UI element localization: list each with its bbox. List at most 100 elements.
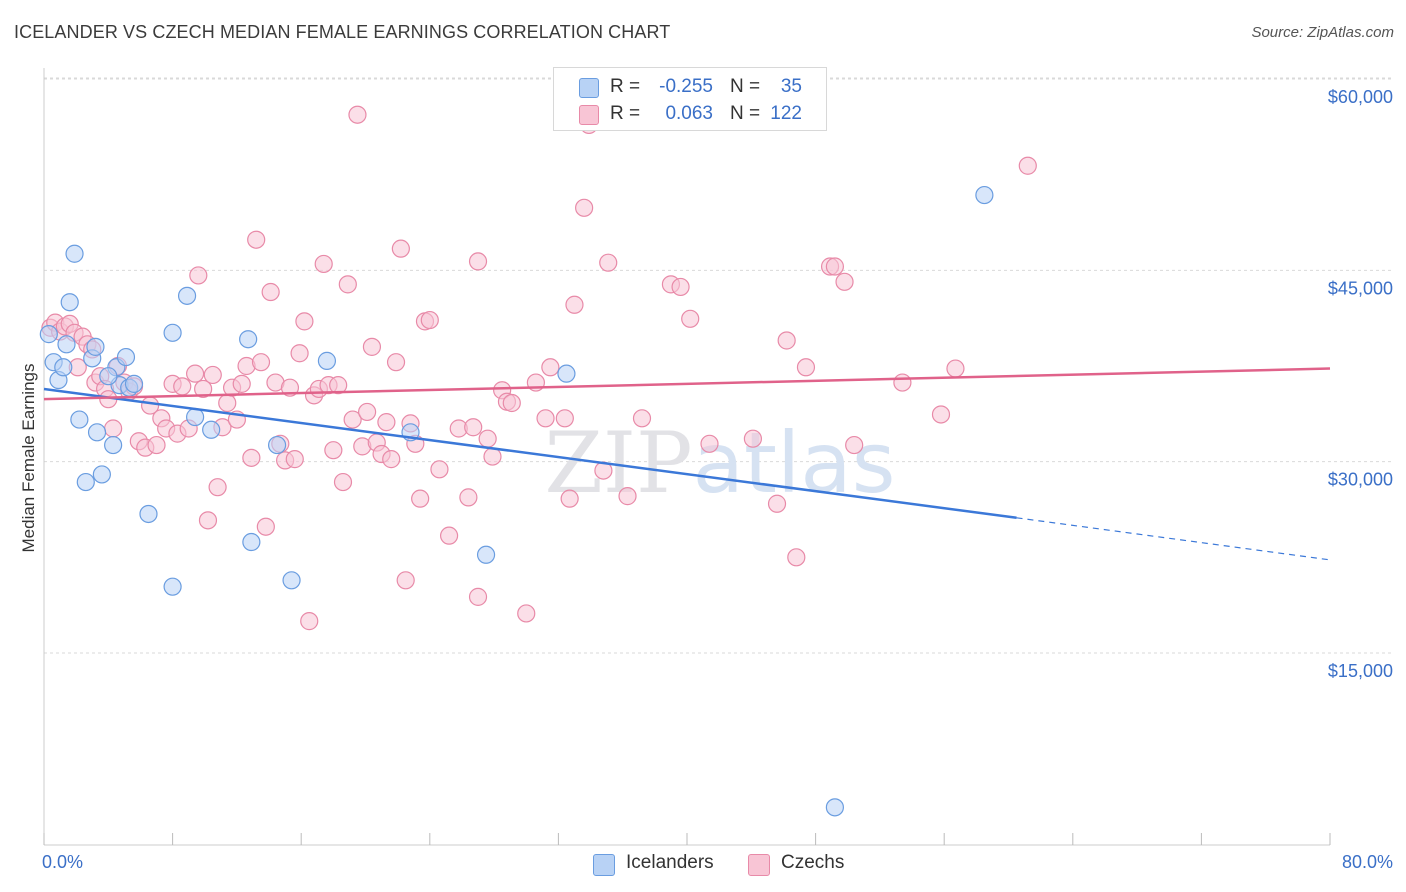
czech-point xyxy=(333,472,353,492)
icelander-point xyxy=(163,577,182,596)
chart-title: ICELANDER VS CZECH MEDIAN FEMALE EARNING… xyxy=(14,22,671,42)
czech-point xyxy=(411,489,430,508)
icelander-point xyxy=(54,358,73,377)
czech-point xyxy=(290,344,309,363)
czech-point xyxy=(835,272,854,291)
n-label: N = xyxy=(730,103,761,124)
icelanders-trend-extension xyxy=(1016,517,1331,561)
czech-point xyxy=(189,266,208,285)
czech-point xyxy=(377,413,396,432)
icelander-point xyxy=(76,472,95,492)
legend-row-czechs: R = 0.063 N = 122 xyxy=(554,103,826,129)
czech-point xyxy=(439,526,459,545)
czech-point xyxy=(194,379,213,399)
icelander-point xyxy=(124,374,144,393)
czech-point xyxy=(845,435,864,455)
czech-point xyxy=(483,447,502,466)
icelander-point xyxy=(242,532,261,552)
czech-point xyxy=(285,450,304,469)
czech-point xyxy=(700,434,719,453)
n-label: N = xyxy=(730,76,761,97)
icelander-point xyxy=(60,293,79,312)
correlation-legend: R = -0.255 N = 35 R = 0.063 N = 122 xyxy=(553,67,827,131)
czech-point xyxy=(464,418,483,437)
icelander-point xyxy=(139,504,158,524)
czech-point xyxy=(893,373,912,392)
legend-row-icelanders: R = -0.255 N = 35 xyxy=(554,76,826,102)
source-label: Source: ZipAtlas.com xyxy=(1251,24,1394,41)
czech-point xyxy=(787,548,806,567)
czech-point xyxy=(104,419,123,438)
icelander-point xyxy=(557,364,576,383)
czechs-legend-label: Czechs xyxy=(781,852,845,873)
czech-point xyxy=(348,105,367,124)
icelander-point xyxy=(186,407,205,427)
icelander-point xyxy=(87,423,107,442)
icelander-point xyxy=(92,465,111,484)
czech-point xyxy=(420,310,439,330)
czech-point xyxy=(555,409,574,428)
icelanders-legend-swatch xyxy=(593,854,615,876)
czech-point xyxy=(560,489,579,508)
icelander-point xyxy=(282,571,301,590)
czech-point xyxy=(173,377,192,396)
czech-point xyxy=(198,511,218,530)
icelanders-n-value: 35 xyxy=(780,76,802,97)
czech-point xyxy=(946,359,965,378)
czechs-n-value: 122 xyxy=(770,103,802,124)
czech-point xyxy=(671,277,690,297)
czech-point xyxy=(618,487,637,506)
czech-point xyxy=(767,494,787,513)
czechs-trend-line xyxy=(43,367,1331,401)
czech-point xyxy=(502,393,521,413)
czechs-swatch xyxy=(579,105,599,125)
y-tick-label: $60,000 xyxy=(1328,87,1393,107)
czech-point xyxy=(247,230,266,249)
icelanders-trend-line xyxy=(43,387,1017,520)
czech-point xyxy=(251,353,271,372)
icelander-point xyxy=(163,323,182,342)
czech-point xyxy=(362,337,382,356)
icelander-point xyxy=(825,798,844,817)
icelander-point xyxy=(116,347,136,367)
czech-point xyxy=(343,410,362,429)
czech-point xyxy=(468,252,488,271)
czech-point xyxy=(256,517,275,536)
icelander-point xyxy=(239,330,258,349)
czech-point xyxy=(478,429,497,448)
czech-point xyxy=(825,257,844,276)
icelander-point xyxy=(267,435,287,455)
icelander-point xyxy=(65,244,84,263)
czech-point xyxy=(338,275,357,294)
x-tick-max: 80.0% xyxy=(1341,852,1393,872)
czech-point xyxy=(681,309,700,328)
czechs-legend-swatch xyxy=(748,854,770,876)
czech-point xyxy=(358,402,377,422)
czech-point xyxy=(599,253,618,272)
czech-point xyxy=(632,409,652,428)
czech-point xyxy=(324,441,343,460)
czech-point xyxy=(208,478,227,497)
y-tick-label: $30,000 xyxy=(1328,470,1393,490)
icelander-point xyxy=(202,420,221,439)
x-tick-min: 0.0% xyxy=(42,852,84,872)
czech-point xyxy=(203,365,222,385)
czech-point xyxy=(459,488,478,507)
czech-point xyxy=(575,198,594,217)
czech-point xyxy=(329,376,348,395)
y-tick-label: $45,000 xyxy=(1328,278,1393,298)
czech-point xyxy=(391,239,410,258)
icelanders-swatch xyxy=(579,78,599,98)
czech-point xyxy=(280,378,300,397)
czech-point xyxy=(147,435,166,455)
czech-point xyxy=(931,405,951,424)
czech-point xyxy=(541,358,560,377)
icelander-point xyxy=(975,185,994,205)
icelander-point xyxy=(476,545,496,564)
icelander-point xyxy=(177,286,197,305)
czech-point xyxy=(382,450,401,469)
czech-point xyxy=(218,393,237,413)
r-label: R = xyxy=(610,103,641,124)
czech-point xyxy=(314,254,333,274)
